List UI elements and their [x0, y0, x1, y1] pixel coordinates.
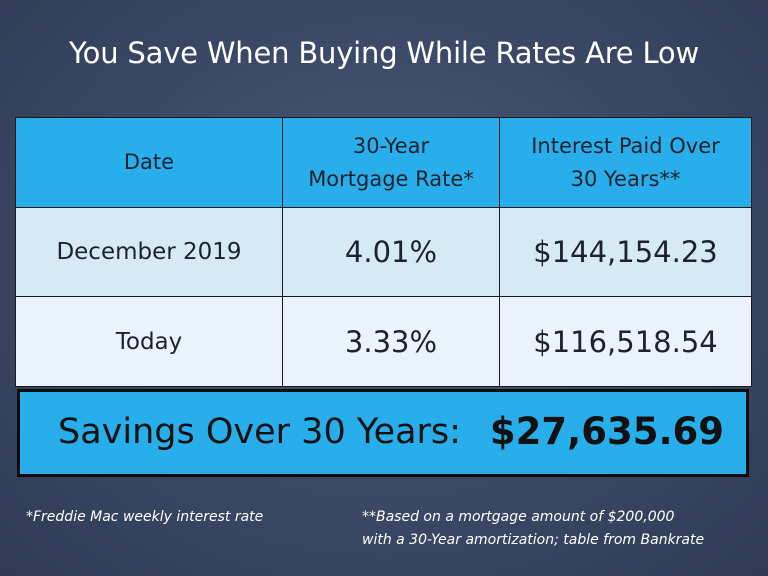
rates-table: Date 30-Year Mortgage Rate* Interest Pai… [15, 117, 752, 387]
row-interest: $116,518.54 [499, 296, 752, 387]
header-rate-line1: 30-Year [352, 133, 430, 158]
savings-value: $27,635.69 [489, 410, 724, 453]
row-rate: 3.33% [282, 296, 500, 387]
slide-title: You Save When Buying While Rates Are Low [69, 36, 699, 70]
footnote-bankrate-line2: with a 30-Year amortization; table from … [362, 532, 705, 548]
row-date: December 2019 [15, 207, 283, 297]
footnote-freddie-mac: *Freddie Mac weekly interest rate [26, 509, 264, 525]
savings-label: Savings Over 30 Years: [58, 412, 461, 452]
table-header-row: Date 30-Year Mortgage Rate* Interest Pai… [15, 117, 752, 208]
header-interest-line2: 30 Years** [570, 166, 681, 191]
table-row: Today 3.33% $116,518.54 [15, 296, 752, 387]
header-date-label: Date [123, 150, 175, 174]
header-date: Date [15, 117, 283, 208]
header-interest-line1: Interest Paid Over [531, 133, 720, 158]
savings-box: Savings Over 30 Years: $27,635.69 [17, 389, 749, 477]
header-interest: Interest Paid Over 30 Years** [499, 117, 752, 208]
header-rate-line2: Mortgage Rate* [308, 166, 474, 191]
row-interest: $144,154.23 [499, 207, 752, 297]
row-rate: 4.01% [282, 207, 500, 297]
row-date: Today [15, 296, 283, 387]
footnote-bankrate: **Based on a mortgage amount of $200,000… [362, 506, 762, 552]
footnote-bankrate-line1: **Based on a mortgage amount of $200,000 [362, 509, 675, 525]
table-row: December 2019 4.01% $144,154.23 [15, 207, 752, 297]
header-rate: 30-Year Mortgage Rate* [282, 117, 500, 208]
